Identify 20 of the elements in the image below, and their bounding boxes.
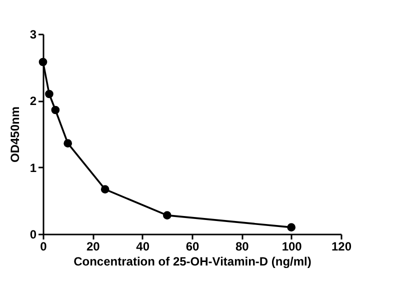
point bbox=[64, 139, 72, 148]
x-tick-label: 40 bbox=[136, 240, 150, 254]
x-tick-label: 20 bbox=[86, 240, 100, 254]
point bbox=[45, 90, 54, 98]
x-tick-label: 60 bbox=[186, 240, 200, 254]
point bbox=[51, 106, 60, 114]
x-tick-label: 100 bbox=[282, 240, 302, 254]
y-tick-label: 1 bbox=[30, 160, 37, 175]
point bbox=[287, 223, 296, 232]
point bbox=[38, 58, 48, 66]
y-tick-label: 0 bbox=[30, 228, 37, 242]
y-tick-label: 3 bbox=[30, 28, 37, 42]
y-tick-label: 2 bbox=[30, 94, 37, 108]
y-axis-title: OD450nm bbox=[8, 106, 22, 163]
point bbox=[100, 185, 110, 194]
x-tick-label: 120 bbox=[331, 240, 352, 254]
point bbox=[162, 211, 172, 220]
x-tick-label: 0 bbox=[40, 240, 48, 254]
x-axis-title: Concentration of 25-OH-Vitamin-D (ng/ml) bbox=[74, 254, 312, 268]
x-tick-label: 80 bbox=[235, 240, 250, 254]
